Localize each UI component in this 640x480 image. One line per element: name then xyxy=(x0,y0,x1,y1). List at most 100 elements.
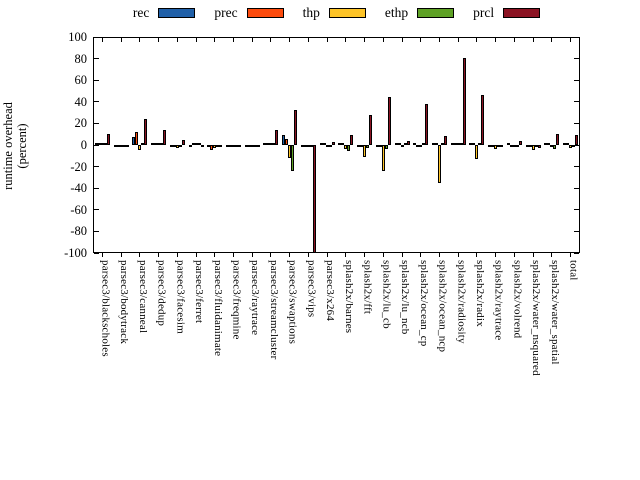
bar-prec xyxy=(116,145,120,147)
bar-rec xyxy=(357,145,361,147)
x-tick-label: total xyxy=(567,260,580,281)
bar-rec xyxy=(469,142,473,145)
bar-prec xyxy=(491,145,495,147)
x-tick-mark-top xyxy=(289,38,291,42)
y-tick-mark-left xyxy=(94,122,99,124)
x-tick-mark-bottom xyxy=(120,253,122,257)
x-tick-label: parsec3/vips xyxy=(305,260,318,318)
bar-rec xyxy=(450,142,454,145)
bar-prcl xyxy=(518,140,522,145)
bar-rec xyxy=(300,145,304,147)
y-tick-mark-left xyxy=(94,144,99,146)
y-axis-title-line2: (percent) xyxy=(15,123,29,169)
bar-thp xyxy=(250,145,254,147)
bar-rec xyxy=(169,145,173,147)
y-tick-mark-right xyxy=(574,252,579,254)
bar-ethp xyxy=(366,145,370,149)
x-tick-mark-top xyxy=(120,38,122,42)
bar-rec xyxy=(225,145,229,147)
x-tick-label: parsec3/dedup xyxy=(155,260,168,327)
bar-thp xyxy=(119,145,123,148)
x-tick-mark-bottom xyxy=(364,253,366,257)
legend-swatch xyxy=(328,7,366,18)
y-axis-title-line1: runtime overhead xyxy=(1,102,15,190)
bar-ethp xyxy=(403,143,407,145)
x-tick-mark-top xyxy=(570,38,572,42)
y-tick-mark-right xyxy=(574,58,579,60)
bar-thp xyxy=(306,145,310,147)
legend-swatch xyxy=(158,7,196,18)
bar-rec xyxy=(319,143,323,145)
y-tick-mark-right xyxy=(574,230,579,232)
bar-prcl xyxy=(537,145,541,149)
x-tick-label: splash2x/volrend xyxy=(511,260,524,339)
bar-prec xyxy=(247,145,251,147)
y-tick-label: 100 xyxy=(68,30,87,44)
bar-rec xyxy=(544,143,548,145)
bar-prcl xyxy=(556,134,560,145)
x-tick-mark-top xyxy=(270,38,272,42)
legend-label: ethp xyxy=(384,5,409,20)
bar-rec xyxy=(113,145,117,147)
bar-prcl xyxy=(144,119,148,145)
bar-ethp xyxy=(328,145,332,147)
x-tick-mark-bottom xyxy=(495,253,497,257)
x-tick-label: parsec3/facesim xyxy=(174,260,187,334)
x-tick-mark-top xyxy=(158,38,160,42)
y-tick-mark-right xyxy=(574,122,579,124)
bar-rec xyxy=(263,142,267,145)
bar-ethp xyxy=(534,145,538,148)
x-tick-label: parsec3/bodytrack xyxy=(118,260,131,345)
bar-prcl xyxy=(406,140,410,145)
x-tick-label: parsec3/freqmine xyxy=(230,260,243,340)
y-tick-mark-left xyxy=(94,79,99,81)
x-tick-label: splash2x/raytrace xyxy=(492,260,505,341)
y-tick-mark-left xyxy=(94,252,99,254)
x-tick-mark-top xyxy=(513,38,515,42)
bar-prcl xyxy=(294,110,298,145)
bar-prec xyxy=(172,145,176,147)
legend-item-ethp: ethp xyxy=(384,5,455,20)
x-tick-label: parsec3/streamcluster xyxy=(267,260,280,360)
bar-thp xyxy=(194,143,198,145)
y-tick-mark-left xyxy=(94,36,99,38)
x-tick-mark-bottom xyxy=(439,253,441,257)
x-tick-mark-bottom xyxy=(570,253,572,257)
x-tick-mark-bottom xyxy=(139,253,141,257)
x-tick-label: parsec3/canneal xyxy=(136,260,149,334)
bar-thp xyxy=(475,145,479,160)
x-tick-mark-top xyxy=(139,38,141,42)
bar-thp xyxy=(175,145,179,149)
bar-ethp xyxy=(197,143,201,145)
bar-prcl xyxy=(125,145,129,147)
x-tick-label: splash2x/water_spatial xyxy=(548,260,561,365)
bar-thp xyxy=(381,145,385,171)
bar-prcl xyxy=(219,145,223,147)
x-tick-label: splash2x/lu_cb xyxy=(380,260,393,329)
y-tick-label: 20 xyxy=(74,116,88,131)
x-tick-label: parsec3/blackscholes xyxy=(99,260,112,357)
bar-prec xyxy=(397,143,401,145)
x-tick-mark-top xyxy=(176,38,178,42)
x-tick-mark-bottom xyxy=(401,253,403,257)
bar-rec xyxy=(375,145,379,147)
x-tick-mark-bottom xyxy=(551,253,553,257)
y-tick-mark-left xyxy=(94,209,99,211)
bar-thp xyxy=(494,145,498,150)
bar-thp xyxy=(419,145,423,147)
y-tick-mark-left xyxy=(94,166,99,168)
y-tick-mark-right xyxy=(574,101,579,103)
bar-thp xyxy=(157,143,161,145)
x-tick-mark-bottom xyxy=(476,253,478,257)
x-tick-mark-bottom xyxy=(195,253,197,257)
bar-prec xyxy=(416,145,420,148)
bar-ethp xyxy=(272,143,276,145)
x-tick-mark-bottom xyxy=(270,253,272,257)
x-tick-mark-bottom xyxy=(251,253,253,257)
bar-ethp xyxy=(478,143,482,145)
x-tick-mark-bottom xyxy=(532,253,534,257)
x-tick-mark-top xyxy=(326,38,328,42)
bar-ethp xyxy=(515,145,519,147)
x-tick-mark-bottom xyxy=(289,253,291,257)
x-tick-mark-top xyxy=(495,38,497,42)
